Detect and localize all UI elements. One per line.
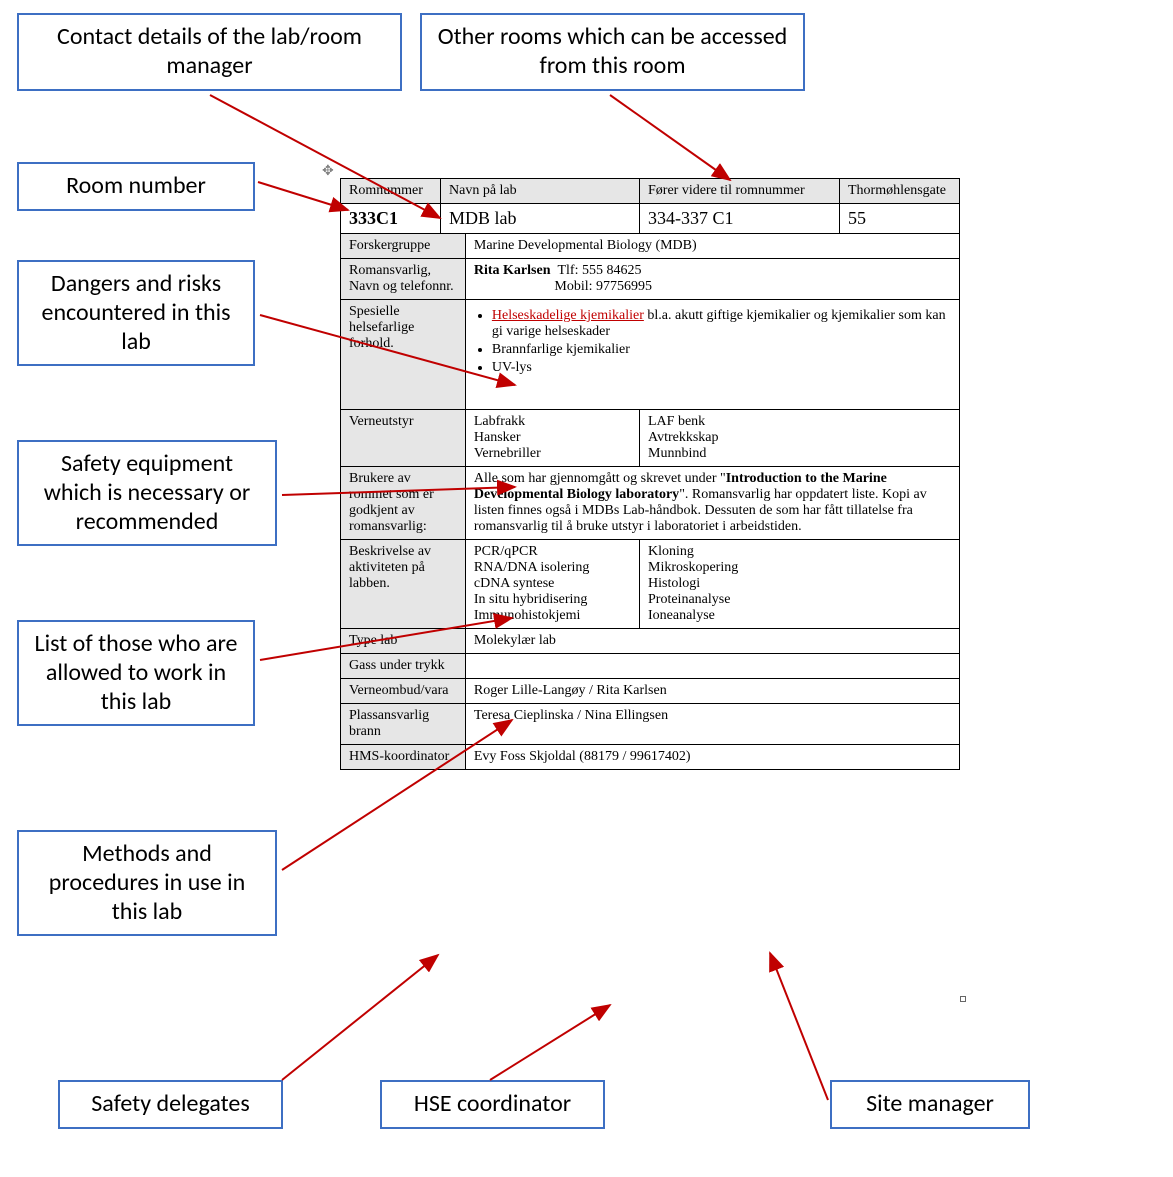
callout-other-rooms: Other rooms which can be accessed from t… <box>420 13 805 91</box>
label-type-lab: Type lab <box>341 629 466 654</box>
besk-c1-2: cDNA syntese <box>474 576 555 591</box>
row-plass: Plassansvarlig brann Teresa Cieplinska /… <box>341 704 960 745</box>
row-verneutstyr: Verneutstyr Labfrakk Hansker Vernebrille… <box>341 410 960 467</box>
callout-site-manager-text: Site manager <box>866 1089 994 1118</box>
label-plass: Plassansvarlig brann <box>341 704 466 745</box>
label-romansvarlig: Romansvarlig, Navn og telefonnr. <box>341 259 466 300</box>
besk-c2-2: Histologi <box>648 576 700 591</box>
callout-dangers-text: Dangers and risks encountered in this la… <box>42 269 231 356</box>
callout-contact-manager-text: Contact details of the lab/room manager <box>57 22 362 80</box>
verneutstyr-c2-2: Munnbind <box>648 446 706 461</box>
romansvarlig-name: Rita Karlsen <box>474 263 551 278</box>
besk-c1-0: PCR/qPCR <box>474 544 538 559</box>
hdr-navn: Navn på lab <box>441 179 640 204</box>
value-forskergruppe: Marine Developmental Biology (MDB) <box>465 234 959 259</box>
verneutstyr-c1-2: Vernebriller <box>474 446 541 461</box>
table-row1: 333C1 MDB lab 334-337 C1 55 <box>341 204 960 234</box>
value-plass: Teresa Cieplinska / Nina Ellingsen <box>465 704 959 745</box>
table-resize-handle-icon <box>960 996 966 1002</box>
value-romansvarlig: Rita Karlsen Tlf: 555 84625 Mobil: 97756… <box>465 259 959 300</box>
value-type-lab: Molekylær lab <box>465 629 959 654</box>
label-gass: Gass under trykk <box>341 654 466 679</box>
verneutstyr-c2-0: LAF benk <box>648 414 705 429</box>
hdr-forer: Fører videre til romnummer <box>640 179 840 204</box>
label-brukere: Brukere av rommet som er godkjent av rom… <box>341 467 466 540</box>
beskrivelse-col2: Kloning Mikroskopering Histologi Protein… <box>640 540 960 629</box>
label-verneutstyr: Verneutstyr <box>341 410 466 467</box>
value-gass <box>465 654 959 679</box>
cell-thorm: 55 <box>840 204 960 234</box>
callout-safety-delegates: Safety delegates <box>58 1080 283 1129</box>
besk-c2-4: Ioneanalyse <box>648 608 715 623</box>
besk-c2-3: Proteinanalyse <box>648 592 730 607</box>
besk-c1-4: Immunohistokjemi <box>474 608 581 623</box>
romansvarlig-tlf: Tlf: 555 84625 <box>557 263 641 278</box>
spesielle-bullet-2: Brannfarlige kjemikalier <box>492 342 951 358</box>
value-hms: Evy Foss Skjoldal (88179 / 99617402) <box>465 745 959 770</box>
value-spesielle: Helseskadelige kjemikalier bl.a. akutt g… <box>465 300 959 410</box>
row-beskrivelse: Beskrivelse av aktiviteten på labben. PC… <box>341 540 960 629</box>
verneutstyr-c2-1: Avtrekkskap <box>648 430 719 445</box>
callout-safety-equipment-text: Safety equipment which is necessary or r… <box>44 449 250 536</box>
callout-contact-manager: Contact details of the lab/room manager <box>17 13 402 91</box>
callout-room-number: Room number <box>17 162 255 211</box>
move-handle-icon: ✥ <box>322 162 334 179</box>
label-forskergruppe: Forskergruppe <box>341 234 466 259</box>
spesielle-bullet-1: Helseskadelige kjemikalier bl.a. akutt g… <box>492 308 951 340</box>
label-hms: HMS-koordinator <box>341 745 466 770</box>
callout-room-number-text: Room number <box>66 171 206 200</box>
row-romansvarlig: Romansvarlig, Navn og telefonnr. Rita Ka… <box>341 259 960 300</box>
verneutstyr-c1-1: Hansker <box>474 430 521 445</box>
besk-c1-1: RNA/DNA isolering <box>474 560 590 575</box>
besk-c2-1: Mikroskopering <box>648 560 738 575</box>
spesielle-link[interactable]: Helseskadelige kjemikalier <box>492 308 644 323</box>
cell-romnummer: 333C1 <box>341 204 441 234</box>
cell-navn: MDB lab <box>441 204 640 234</box>
label-verneombud: Verneombud/vara <box>341 679 466 704</box>
value-brukere: Alle som har gjennomgått og skrevet unde… <box>465 467 959 540</box>
callout-other-rooms-text: Other rooms which can be accessed from t… <box>438 22 788 80</box>
room-card-table: Romnummer Navn på lab Fører videre til r… <box>340 178 960 770</box>
label-beskrivelse: Beskrivelse av aktiviteten på labben. <box>341 540 466 629</box>
besk-c2-0: Kloning <box>648 544 694 559</box>
row-verneombud: Verneombud/vara Roger Lille-Langøy / Rit… <box>341 679 960 704</box>
hdr-thorm: Thormøhlensgate <box>840 179 960 204</box>
hdr-romnummer: Romnummer <box>341 179 441 204</box>
romansvarlig-mobil: Mobil: 97756995 <box>554 279 652 294</box>
verneutstyr-c1-0: Labfrakk <box>474 414 525 429</box>
row-gass: Gass under trykk <box>341 654 960 679</box>
callout-dangers: Dangers and risks encountered in this la… <box>17 260 255 366</box>
row-hms: HMS-koordinator Evy Foss Skjoldal (88179… <box>341 745 960 770</box>
callout-safety-equipment: Safety equipment which is necessary or r… <box>17 440 277 546</box>
verneutstyr-col2: LAF benk Avtrekkskap Munnbind <box>640 410 960 467</box>
callout-safety-delegates-text: Safety delegates <box>91 1089 249 1118</box>
callout-site-manager: Site manager <box>830 1080 1030 1129</box>
beskrivelse-col1: PCR/qPCR RNA/DNA isolering cDNA syntese … <box>465 540 639 629</box>
value-verneombud: Roger Lille-Langøy / Rita Karlsen <box>465 679 959 704</box>
besk-c1-3: In situ hybridisering <box>474 592 588 607</box>
row-type-lab: Type lab Molekylær lab <box>341 629 960 654</box>
verneutstyr-col1: Labfrakk Hansker Vernebriller <box>465 410 639 467</box>
callout-methods-text: Methods and procedures in use in this la… <box>49 839 245 926</box>
callout-methods: Methods and procedures in use in this la… <box>17 830 277 936</box>
callout-allowed-text: List of those who are allowed to work in… <box>35 629 238 716</box>
label-spesielle: Spesielle helsefarlige forhold. <box>341 300 466 410</box>
table-header-row: Romnummer Navn på lab Fører videre til r… <box>341 179 960 204</box>
row-forskergruppe: Forskergruppe Marine Developmental Biolo… <box>341 234 960 259</box>
row-brukere: Brukere av rommet som er godkjent av rom… <box>341 467 960 540</box>
callout-hse-text: HSE coordinator <box>414 1089 571 1118</box>
row-spesielle: Spesielle helsefarlige forhold. Helseska… <box>341 300 960 410</box>
callout-hse: HSE coordinator <box>380 1080 605 1129</box>
spesielle-bullet-3: UV-lys <box>492 360 951 376</box>
brukere-pre: Alle som har gjennomgått og skrevet unde… <box>474 471 726 486</box>
callout-allowed: List of those who are allowed to work in… <box>17 620 255 726</box>
cell-forer: 334-337 C1 <box>640 204 840 234</box>
